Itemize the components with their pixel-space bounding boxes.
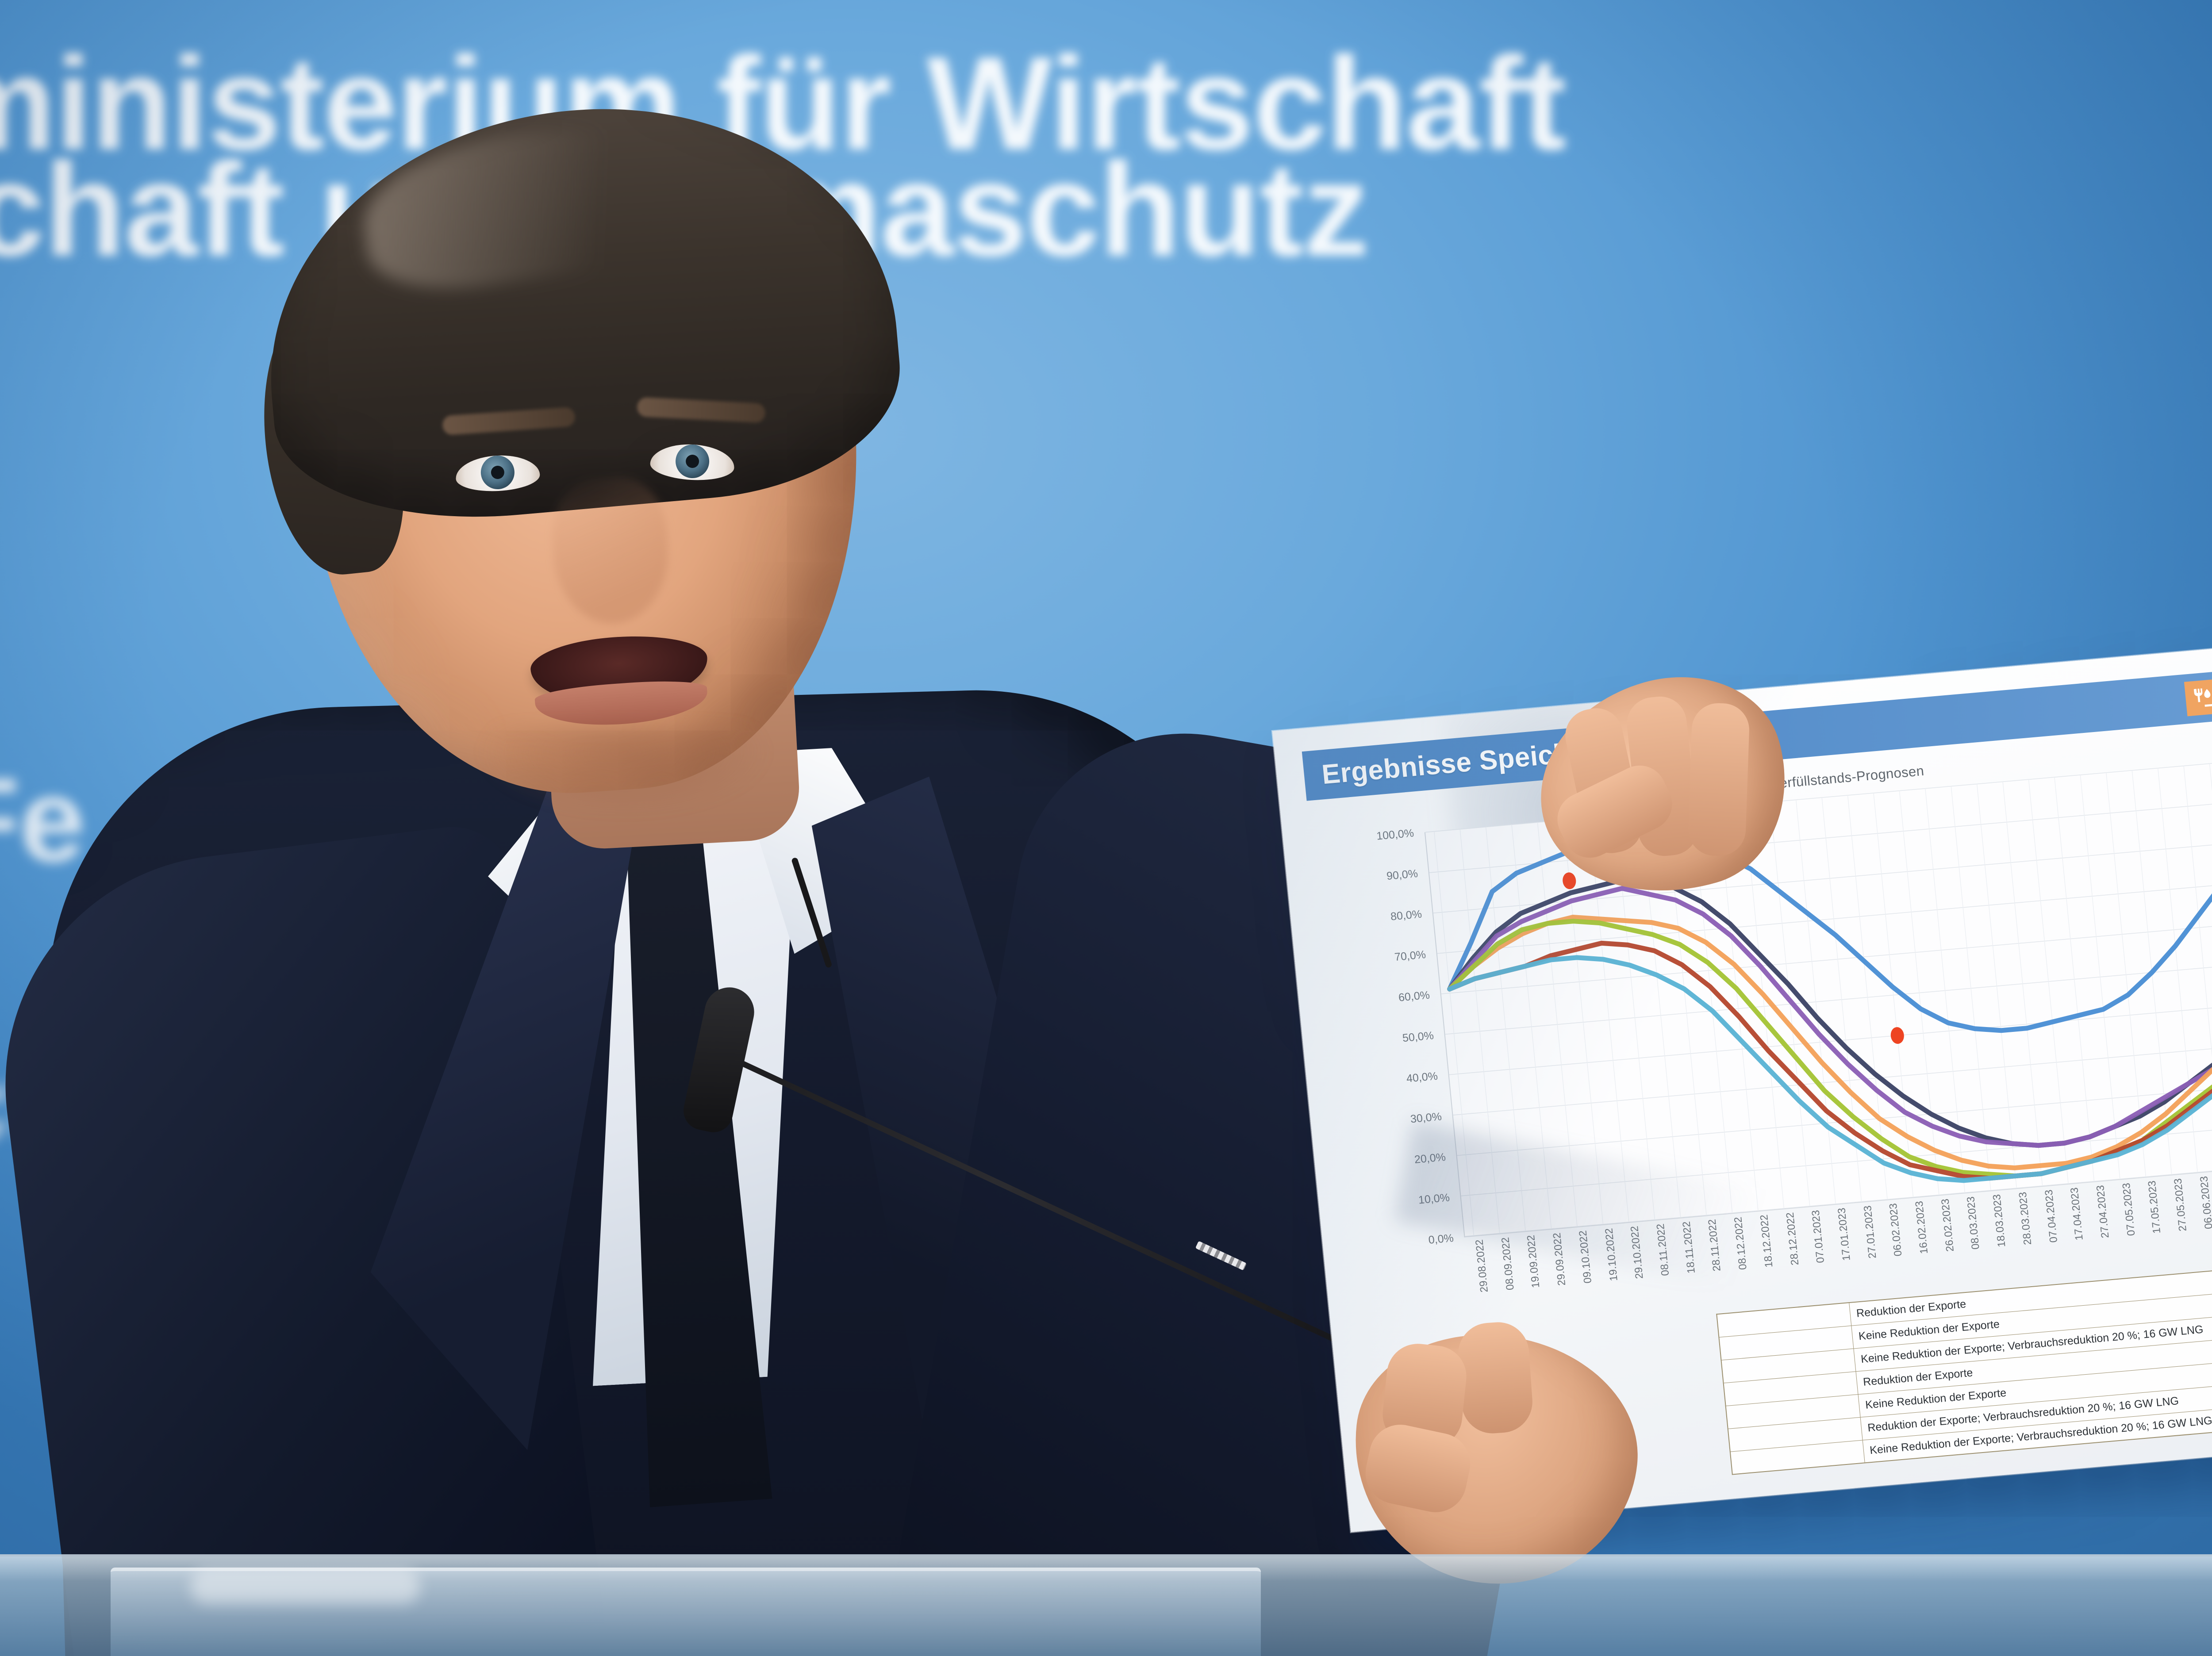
- finger: [1456, 1320, 1535, 1436]
- slide-header-icons: [2184, 668, 2212, 717]
- x-axis-tick-label: 17.04.2023: [2068, 1187, 2086, 1241]
- x-axis-tick-label: 27.04.2023: [2094, 1184, 2112, 1239]
- y-axis-tick-label: 100,0%: [1376, 827, 1415, 843]
- x-axis-tick-label: 06.06.2023: [2198, 1175, 2212, 1230]
- y-axis-tick-label: 80,0%: [1390, 908, 1423, 923]
- x-axis-tick-label: 29.08.2022: [1473, 1239, 1490, 1293]
- slide-header: Ergebnisse Speicherfüllstände: [1302, 660, 2212, 801]
- podium-glass-panel: [111, 1568, 1261, 1656]
- podium: [0, 1554, 2212, 1656]
- x-axis-tick-label: 06.02.2023: [1887, 1203, 1905, 1257]
- x-axis-tick-label: 17.05.2023: [2146, 1180, 2163, 1234]
- y-axis-tick-label: 60,0%: [1398, 989, 1431, 1004]
- x-axis-tick-label: 16.02.2023: [1913, 1200, 1931, 1255]
- backdrop-text-line-1: esministerium für Wirtschaft: [0, 27, 1567, 180]
- chin-shadow: [478, 725, 770, 814]
- x-axis-tick-label: 27.01.2023: [1861, 1205, 1879, 1259]
- x-axis-tick-label: 07.04.2023: [2043, 1189, 2060, 1243]
- x-axis-tick-label: 08.03.2023: [1965, 1196, 1982, 1250]
- x-axis-tick-label: 08.09.2022: [1499, 1237, 1517, 1291]
- x-axis-tick-label: 07.05.2023: [2120, 1182, 2138, 1237]
- y-axis-tick-label: 50,0%: [1402, 1029, 1435, 1045]
- finger: [1687, 702, 1750, 857]
- y-axis-tick-label: 70,0%: [1394, 948, 1427, 964]
- x-axis-tick-label: 28.03.2023: [2016, 1191, 2034, 1246]
- x-axis-tick-label: 26.02.2023: [1939, 1198, 1956, 1253]
- x-axis-tick-label: 27.05.2023: [2172, 1178, 2189, 1232]
- backdrop-text-line-3: Fe: [0, 752, 85, 889]
- podium-reflection: [190, 1569, 420, 1604]
- y-axis-tick-label: 90,0%: [1386, 867, 1419, 883]
- x-axis-tick-label: 18.03.2023: [1991, 1193, 2008, 1248]
- y-axis-tick-label: 40,0%: [1406, 1070, 1439, 1085]
- y-axis-tick-label: 0,0%: [1428, 1232, 1455, 1246]
- speaker: [0, 84, 1636, 1656]
- energy-gas-icon: [2184, 679, 2212, 717]
